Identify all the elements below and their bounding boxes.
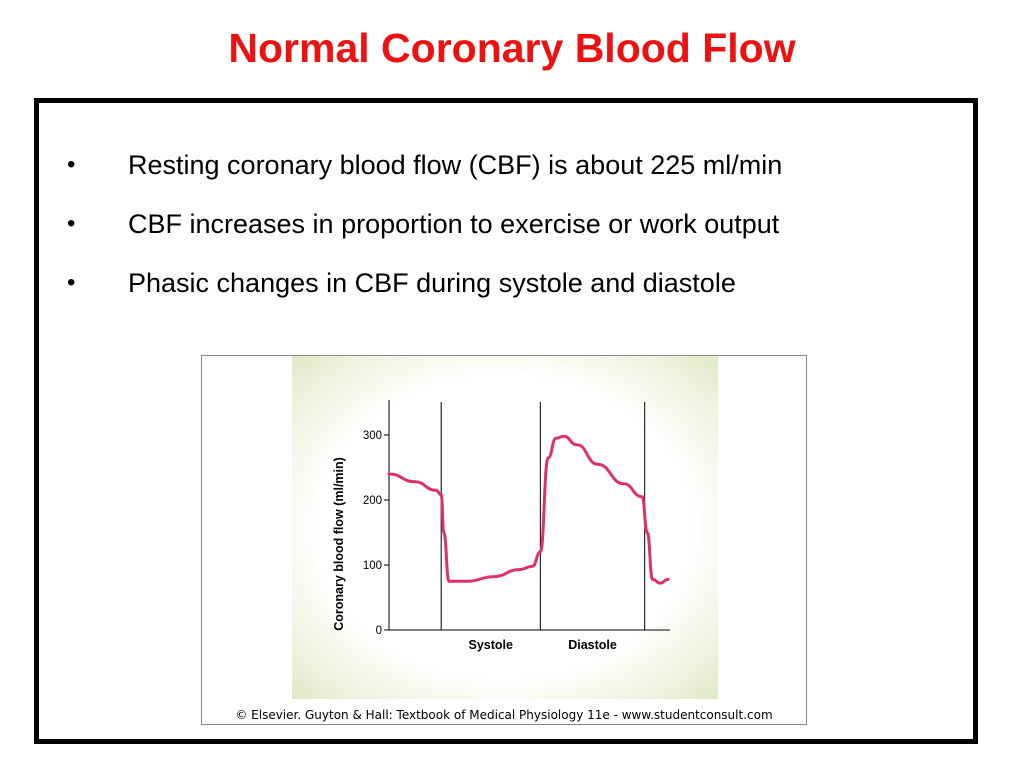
y-axis-label: Coronary blood flow (ml/min) xyxy=(332,457,346,631)
y-tick-label: 200 xyxy=(363,495,382,507)
bullet-text: Phasic changes in CBF during systole and… xyxy=(128,268,736,298)
bullet-text: CBF increases in proportion to exercise … xyxy=(128,209,780,239)
bullet-marker: • xyxy=(67,269,76,296)
y-tick-label: 100 xyxy=(363,560,382,572)
y-tick-label: 300 xyxy=(363,430,382,442)
bullet-item: • CBF increases in proportion to exercis… xyxy=(39,206,973,242)
bullet-text: Resting coronary blood flow (CBF) is abo… xyxy=(128,150,783,180)
content-box: • Resting coronary blood flow (CBF) is a… xyxy=(34,98,978,744)
bullet-item: • Resting coronary blood flow (CBF) is a… xyxy=(39,147,973,183)
slide-title: Normal Coronary Blood Flow xyxy=(228,25,796,71)
figure-frame: Coronary blood flow (ml/min) 0 100 200 300 S… xyxy=(201,355,807,725)
y-tick-label: 0 xyxy=(376,625,382,637)
coronary-flow-chart: Coronary blood flow (ml/min) 0 100 200 300 S… xyxy=(332,400,670,652)
bullet-marker: • xyxy=(67,210,76,237)
bullet-item: • Phasic changes in CBF during systole a… xyxy=(39,265,973,301)
figure-credit: © Elsevier. Guyton & Hall: Textbook of M… xyxy=(235,708,773,722)
phase-label: Systole xyxy=(469,638,514,652)
coronary-flow-curve xyxy=(387,434,670,585)
phase-label: Diastole xyxy=(568,638,617,652)
bullet-marker: • xyxy=(67,151,76,178)
